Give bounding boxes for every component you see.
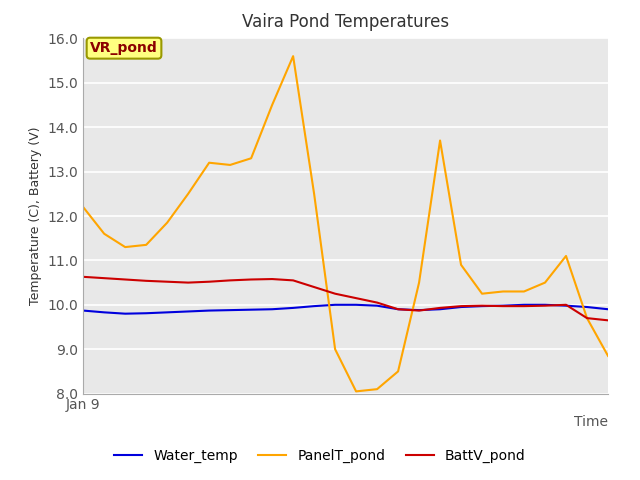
Water_temp	[499, 303, 507, 309]
Water_temp	[122, 311, 129, 317]
PanelT_pond	[268, 102, 276, 108]
BattV_pond	[247, 276, 255, 282]
PanelT_pond	[583, 315, 591, 321]
Line: BattV_pond: BattV_pond	[83, 277, 608, 320]
BattV_pond	[122, 276, 129, 282]
PanelT_pond	[352, 388, 360, 394]
Water_temp	[562, 303, 570, 309]
Water_temp	[247, 307, 255, 312]
Water_temp	[457, 304, 465, 310]
PanelT_pond	[227, 162, 234, 168]
Legend: Water_temp, PanelT_pond, BattV_pond: Water_temp, PanelT_pond, BattV_pond	[109, 443, 531, 468]
Water_temp	[541, 302, 549, 308]
PanelT_pond	[604, 353, 612, 359]
Water_temp	[415, 307, 423, 313]
Line: PanelT_pond: PanelT_pond	[83, 56, 608, 391]
Water_temp	[184, 309, 192, 314]
BattV_pond	[268, 276, 276, 282]
BattV_pond	[142, 278, 150, 284]
Water_temp	[352, 302, 360, 308]
BattV_pond	[163, 279, 171, 285]
BattV_pond	[457, 303, 465, 309]
Water_temp	[142, 311, 150, 316]
BattV_pond	[332, 291, 339, 297]
Water_temp	[332, 302, 339, 308]
PanelT_pond	[100, 231, 108, 237]
BattV_pond	[227, 277, 234, 283]
Water_temp	[289, 305, 297, 311]
Water_temp	[100, 310, 108, 315]
BattV_pond	[373, 300, 381, 305]
PanelT_pond	[79, 204, 87, 210]
BattV_pond	[394, 306, 402, 312]
Water_temp	[163, 310, 171, 315]
Text: Time: Time	[574, 415, 608, 429]
BattV_pond	[436, 305, 444, 311]
BattV_pond	[478, 303, 486, 309]
BattV_pond	[352, 295, 360, 301]
Water_temp	[520, 302, 528, 308]
PanelT_pond	[394, 369, 402, 374]
PanelT_pond	[310, 191, 318, 197]
PanelT_pond	[142, 242, 150, 248]
Water_temp	[373, 303, 381, 309]
Water_temp	[394, 306, 402, 312]
BattV_pond	[604, 317, 612, 323]
PanelT_pond	[562, 253, 570, 259]
Water_temp	[227, 307, 234, 313]
PanelT_pond	[184, 191, 192, 197]
PanelT_pond	[436, 138, 444, 144]
BattV_pond	[205, 279, 213, 285]
PanelT_pond	[247, 156, 255, 161]
PanelT_pond	[541, 280, 549, 286]
BattV_pond	[310, 284, 318, 290]
PanelT_pond	[289, 53, 297, 59]
Water_temp	[583, 304, 591, 310]
PanelT_pond	[499, 288, 507, 294]
PanelT_pond	[478, 291, 486, 297]
PanelT_pond	[457, 262, 465, 268]
Water_temp	[205, 308, 213, 313]
Water_temp	[436, 306, 444, 312]
BattV_pond	[562, 302, 570, 308]
BattV_pond	[583, 315, 591, 321]
Water_temp	[310, 303, 318, 309]
Y-axis label: Temperature (C), Battery (V): Temperature (C), Battery (V)	[29, 127, 42, 305]
PanelT_pond	[373, 386, 381, 392]
Water_temp	[604, 306, 612, 312]
Water_temp	[478, 303, 486, 309]
PanelT_pond	[415, 280, 423, 286]
PanelT_pond	[205, 160, 213, 166]
PanelT_pond	[520, 288, 528, 294]
Title: Vaira Pond Temperatures: Vaira Pond Temperatures	[242, 13, 449, 31]
PanelT_pond	[332, 347, 339, 352]
PanelT_pond	[122, 244, 129, 250]
BattV_pond	[520, 303, 528, 309]
BattV_pond	[79, 274, 87, 280]
BattV_pond	[499, 303, 507, 309]
Water_temp	[268, 306, 276, 312]
Water_temp	[79, 308, 87, 313]
Line: Water_temp: Water_temp	[83, 305, 608, 314]
BattV_pond	[415, 308, 423, 313]
BattV_pond	[541, 303, 549, 309]
BattV_pond	[184, 280, 192, 286]
BattV_pond	[289, 277, 297, 283]
PanelT_pond	[163, 220, 171, 226]
Text: VR_pond: VR_pond	[90, 41, 158, 55]
BattV_pond	[100, 275, 108, 281]
